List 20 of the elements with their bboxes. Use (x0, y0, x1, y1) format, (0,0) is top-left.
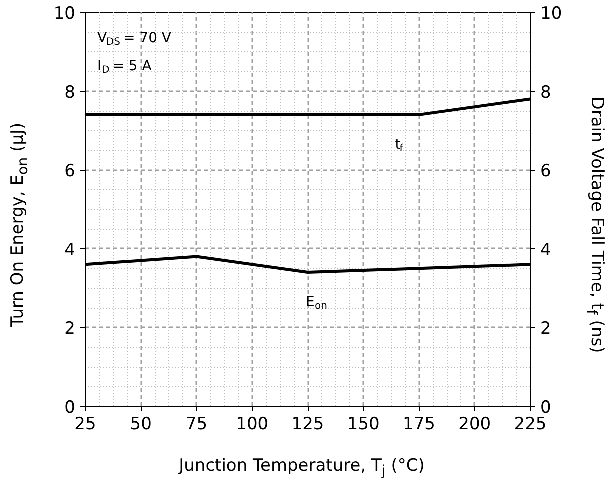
x-tick-label: 75 (186, 414, 208, 434)
y2-tick-label: 6 (540, 162, 552, 182)
x-tick-label: 100 (236, 414, 269, 434)
x-tick-label: 150 (347, 414, 380, 434)
x-tick-label: 125 (292, 414, 324, 434)
y-tick-label: 4 (64, 240, 76, 260)
y-tick-label: 10 (54, 4, 76, 24)
y2-tick-label: 10 (540, 4, 562, 24)
x-tick-label: 175 (403, 414, 436, 434)
y-tick-label: 0 (64, 398, 76, 418)
x-tick-label: 25 (74, 414, 96, 434)
y2-tick-label: 2 (540, 319, 552, 340)
x-axis-title: Junction Temperature, T$_{j}$ (°C) (179, 455, 425, 479)
y-tick-label: 2 (64, 319, 76, 340)
y2-tick-label: 4 (540, 240, 552, 260)
x-tick-label: 200 (458, 414, 492, 434)
y-tick-label: 8 (64, 82, 76, 103)
x-tick-label: 50 (130, 414, 152, 434)
y2-tick-label: 8 (540, 82, 552, 103)
y-tick-label: 6 (64, 162, 76, 182)
